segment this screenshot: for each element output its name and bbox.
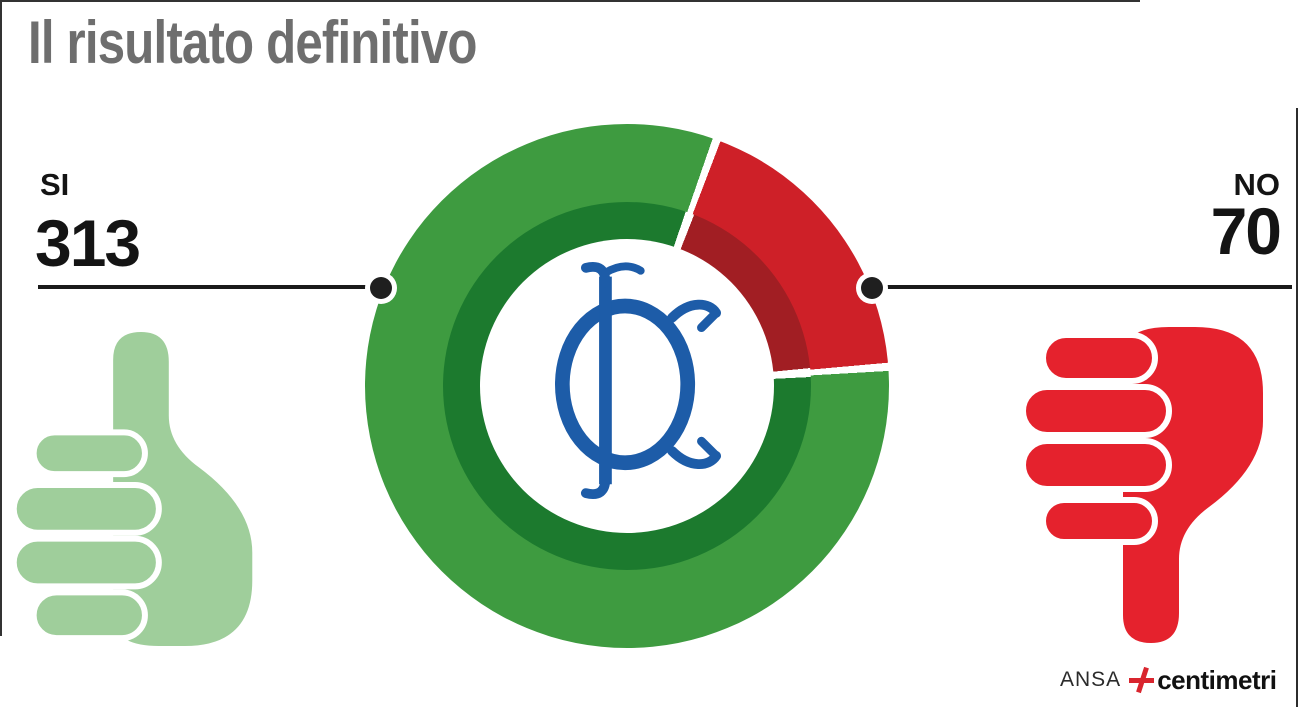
no-value: 70 [1210,194,1282,268]
donut-chart [365,124,889,648]
donut-hole [480,239,774,533]
border-right [1296,108,1298,707]
page-title: Il risultato definitivo [28,9,477,76]
no-block: NO 70 [1040,167,1282,268]
centimetri-plus-icon [1129,666,1155,694]
si-callout-line [38,285,384,289]
si-callout-dot [370,277,392,299]
si-label: SI [40,167,70,202]
border-top [0,0,1140,2]
ansa-logo-text: ANSA [1060,668,1122,691]
no-label: NO [1233,167,1281,202]
footer-branding: ANSA centimetri [1060,660,1300,700]
border-left [0,0,2,636]
no-callout-line [872,285,1292,289]
thumbs-down-icon [1020,327,1263,643]
no-callout-dot [861,277,883,299]
si-value: 313 [35,206,141,280]
centimetri-logo-text: centimetri [1157,664,1277,695]
thumbs-up-icon [10,331,253,647]
camera-dei-deputati-logo-icon [555,262,722,499]
